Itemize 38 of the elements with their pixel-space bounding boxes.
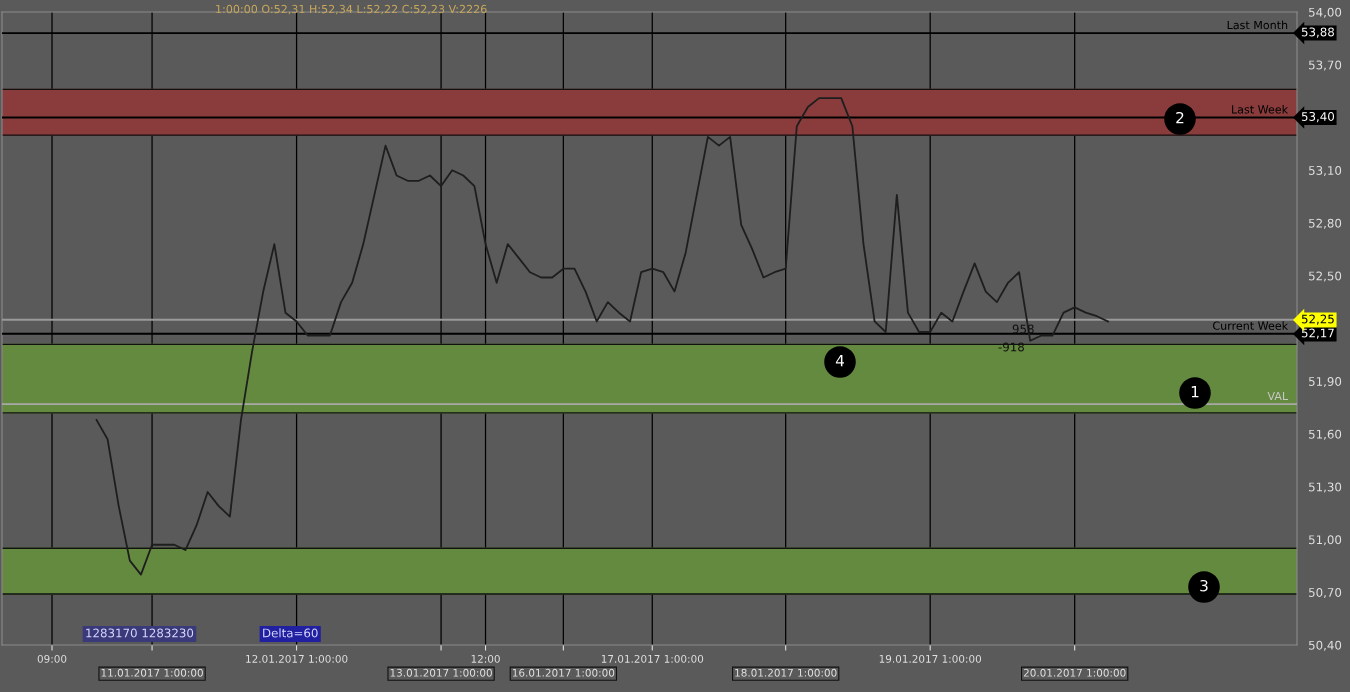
annotation: 1:00:00 O:52,31 H:52,34 L:52,22 C:52,23 V:2226 <box>216 4 487 15</box>
text: 2 <box>1176 111 1184 124</box>
annotation: 1283170 1283230 <box>86 628 194 638</box>
y-tick-label: 51,60 <box>1309 429 1342 440</box>
text: 3 <box>1200 579 1208 592</box>
annotation: 4 <box>835 355 844 367</box>
x-tick-label: 12:00 <box>471 654 500 663</box>
text: 1 <box>1191 386 1199 398</box>
line-series <box>95 97 1109 576</box>
text: 52,25 <box>1301 314 1334 325</box>
y-tick-label: 50,70 <box>1309 587 1342 599</box>
y-tick-label: 51,30 <box>1309 482 1342 493</box>
text: 53,40 <box>1301 112 1335 123</box>
x-tick-label: 17.01.2017 1:00:00 <box>601 654 704 663</box>
text: 53,88 <box>1301 27 1334 38</box>
ref-line-label: VAL <box>1267 391 1289 401</box>
x-tick-label: 16.01.2017 1:00:00 <box>512 668 615 677</box>
x-tick-label: 11.01.2017 1:00:00 <box>101 668 203 677</box>
ref-line-label: Last Week <box>1232 104 1289 114</box>
y-tick-label: 52,50 <box>1309 271 1342 282</box>
ref-line-label: Current Week <box>1213 321 1289 330</box>
y-tick-label: 53,70 <box>1309 60 1342 71</box>
y-tick-label: 52,80 <box>1309 218 1342 229</box>
x-tick-label: 19.01.2017 1:00:00 <box>879 654 982 663</box>
x-tick-label: 13.01.2017 1:00:00 <box>390 668 492 677</box>
annotation: 958 <box>1012 324 1034 334</box>
y-tick-label: 53,10 <box>1309 165 1342 177</box>
x-tick-label: 20.01.2017 1:00:00 <box>1023 668 1126 677</box>
text: 52,17 <box>1301 328 1334 339</box>
y-tick-label: 51,00 <box>1309 535 1342 546</box>
x-tick-label: 18.01.2017 1:00:00 <box>735 668 837 677</box>
y-tick-label: 51,90 <box>1309 376 1342 388</box>
y-tick-label: 54,00 <box>1309 7 1342 18</box>
x-tick-label: 09:00 <box>37 654 67 663</box>
x-tick-label: 12.01.2017 1:00:00 <box>246 654 348 663</box>
annotation: Delta=60 <box>263 628 318 638</box>
ref-line-label: Last Month <box>1227 20 1288 30</box>
y-tick-label: 50,40 <box>1309 640 1342 651</box>
